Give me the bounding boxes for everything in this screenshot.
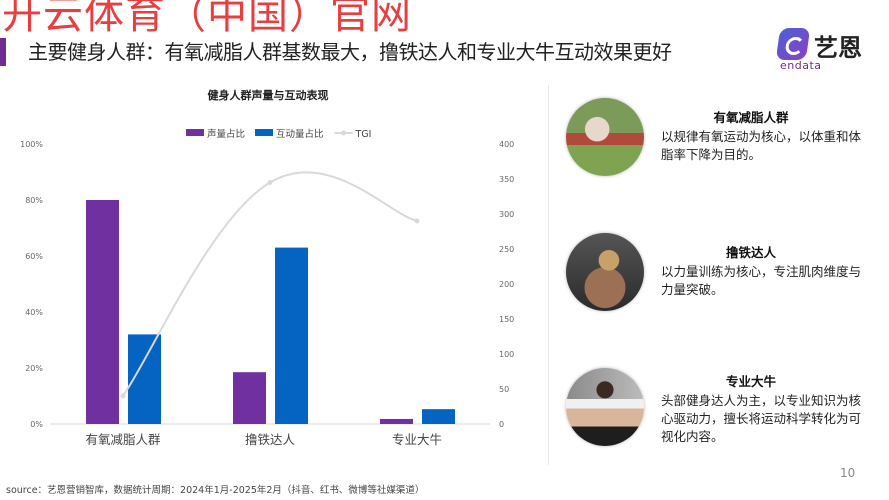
legend-swatch <box>255 129 273 136</box>
bar-interaction <box>275 247 308 424</box>
page-title: 主要健身人群：有氧减脂人群基数最大，撸铁达人和专业大牛互动效果更好 <box>28 40 672 64</box>
legend-label: 互动量占比 <box>276 128 324 140</box>
y-right-tick-label: 350 <box>499 175 514 184</box>
chart: 健身人群声量与互动表现 声量占比 互动量占比 TGI 0% 20% 40% 60% 80% 1… <box>20 88 514 447</box>
logo-cn: 艺恩 <box>814 34 862 62</box>
persona-description: 头部健身达人为主，以专业知识为核心驱动力，擅长将运动科学转化为可视化内容。 <box>661 393 862 444</box>
bar-volume <box>86 200 119 424</box>
source-note: source：艺恩营销智库，数据统计周期：2024年1月-2025年2月（抖音、… <box>6 485 425 496</box>
divider <box>548 85 549 465</box>
tgi-line <box>122 171 418 397</box>
persona-title: 撸铁达人 <box>725 245 776 260</box>
y-left-tick-label: 100% <box>20 140 43 149</box>
y-right-tick-label: 100 <box>499 350 514 359</box>
tgi-point <box>267 180 273 185</box>
y-left-tick-label: 40% <box>25 308 43 317</box>
y-right-tick-label: 0 <box>499 420 504 429</box>
y-left-tick-label: 0% <box>30 420 43 429</box>
legend: 声量占比 互动量占比 TGI <box>186 128 371 140</box>
logo-en: endata <box>780 59 822 72</box>
chart-title: 健身人群声量与互动表现 <box>208 88 329 102</box>
x-tick-label: 专业大牛 <box>392 432 442 447</box>
y-left-tick-label: 80% <box>25 196 43 205</box>
persona-title: 专业大牛 <box>725 374 776 389</box>
y-right-tick-label: 300 <box>499 210 514 219</box>
y-right-tick-label: 250 <box>499 245 514 254</box>
bar-volume <box>380 418 413 424</box>
watermark: 开云体育（中国）官网 <box>2 0 412 38</box>
legend-swatch <box>186 129 204 136</box>
persona-title: 有氧减脂人群 <box>713 110 789 125</box>
y-right-tick-label: 200 <box>499 280 514 289</box>
tgi-point <box>414 218 420 224</box>
tgi-point <box>120 393 126 399</box>
persona-photo <box>566 368 644 446</box>
legend-label: TGI <box>355 129 372 140</box>
y-right-tick-label: 150 <box>499 315 514 324</box>
y-right-tick-label: 400 <box>499 140 514 149</box>
y-left-tick-label: 60% <box>25 252 43 261</box>
endata-logo: 艺恩 endata <box>775 28 868 72</box>
persona-photo <box>566 98 644 176</box>
page-number: 10 <box>840 466 856 480</box>
y-right-tick-label: 50 <box>499 385 509 394</box>
bar-volume <box>233 372 266 424</box>
legend-marker <box>341 130 346 136</box>
legend-label: 声量占比 <box>207 128 245 140</box>
x-tick-label: 有氧减脂人群 <box>85 432 161 447</box>
persona-photo <box>566 233 644 311</box>
bar-interaction <box>422 409 455 424</box>
logo-mark-icon <box>775 28 811 60</box>
title-accent-bar <box>0 38 6 66</box>
persona-description: 以规律有氧运动为核心，以体重和体脂率下降为目的。 <box>661 129 862 162</box>
x-tick-label: 撸铁达人 <box>245 432 296 447</box>
y-left-tick-label: 20% <box>25 364 43 373</box>
persona-description: 以力量训练为核心，专注肌肉维度与力量突破。 <box>661 264 862 297</box>
